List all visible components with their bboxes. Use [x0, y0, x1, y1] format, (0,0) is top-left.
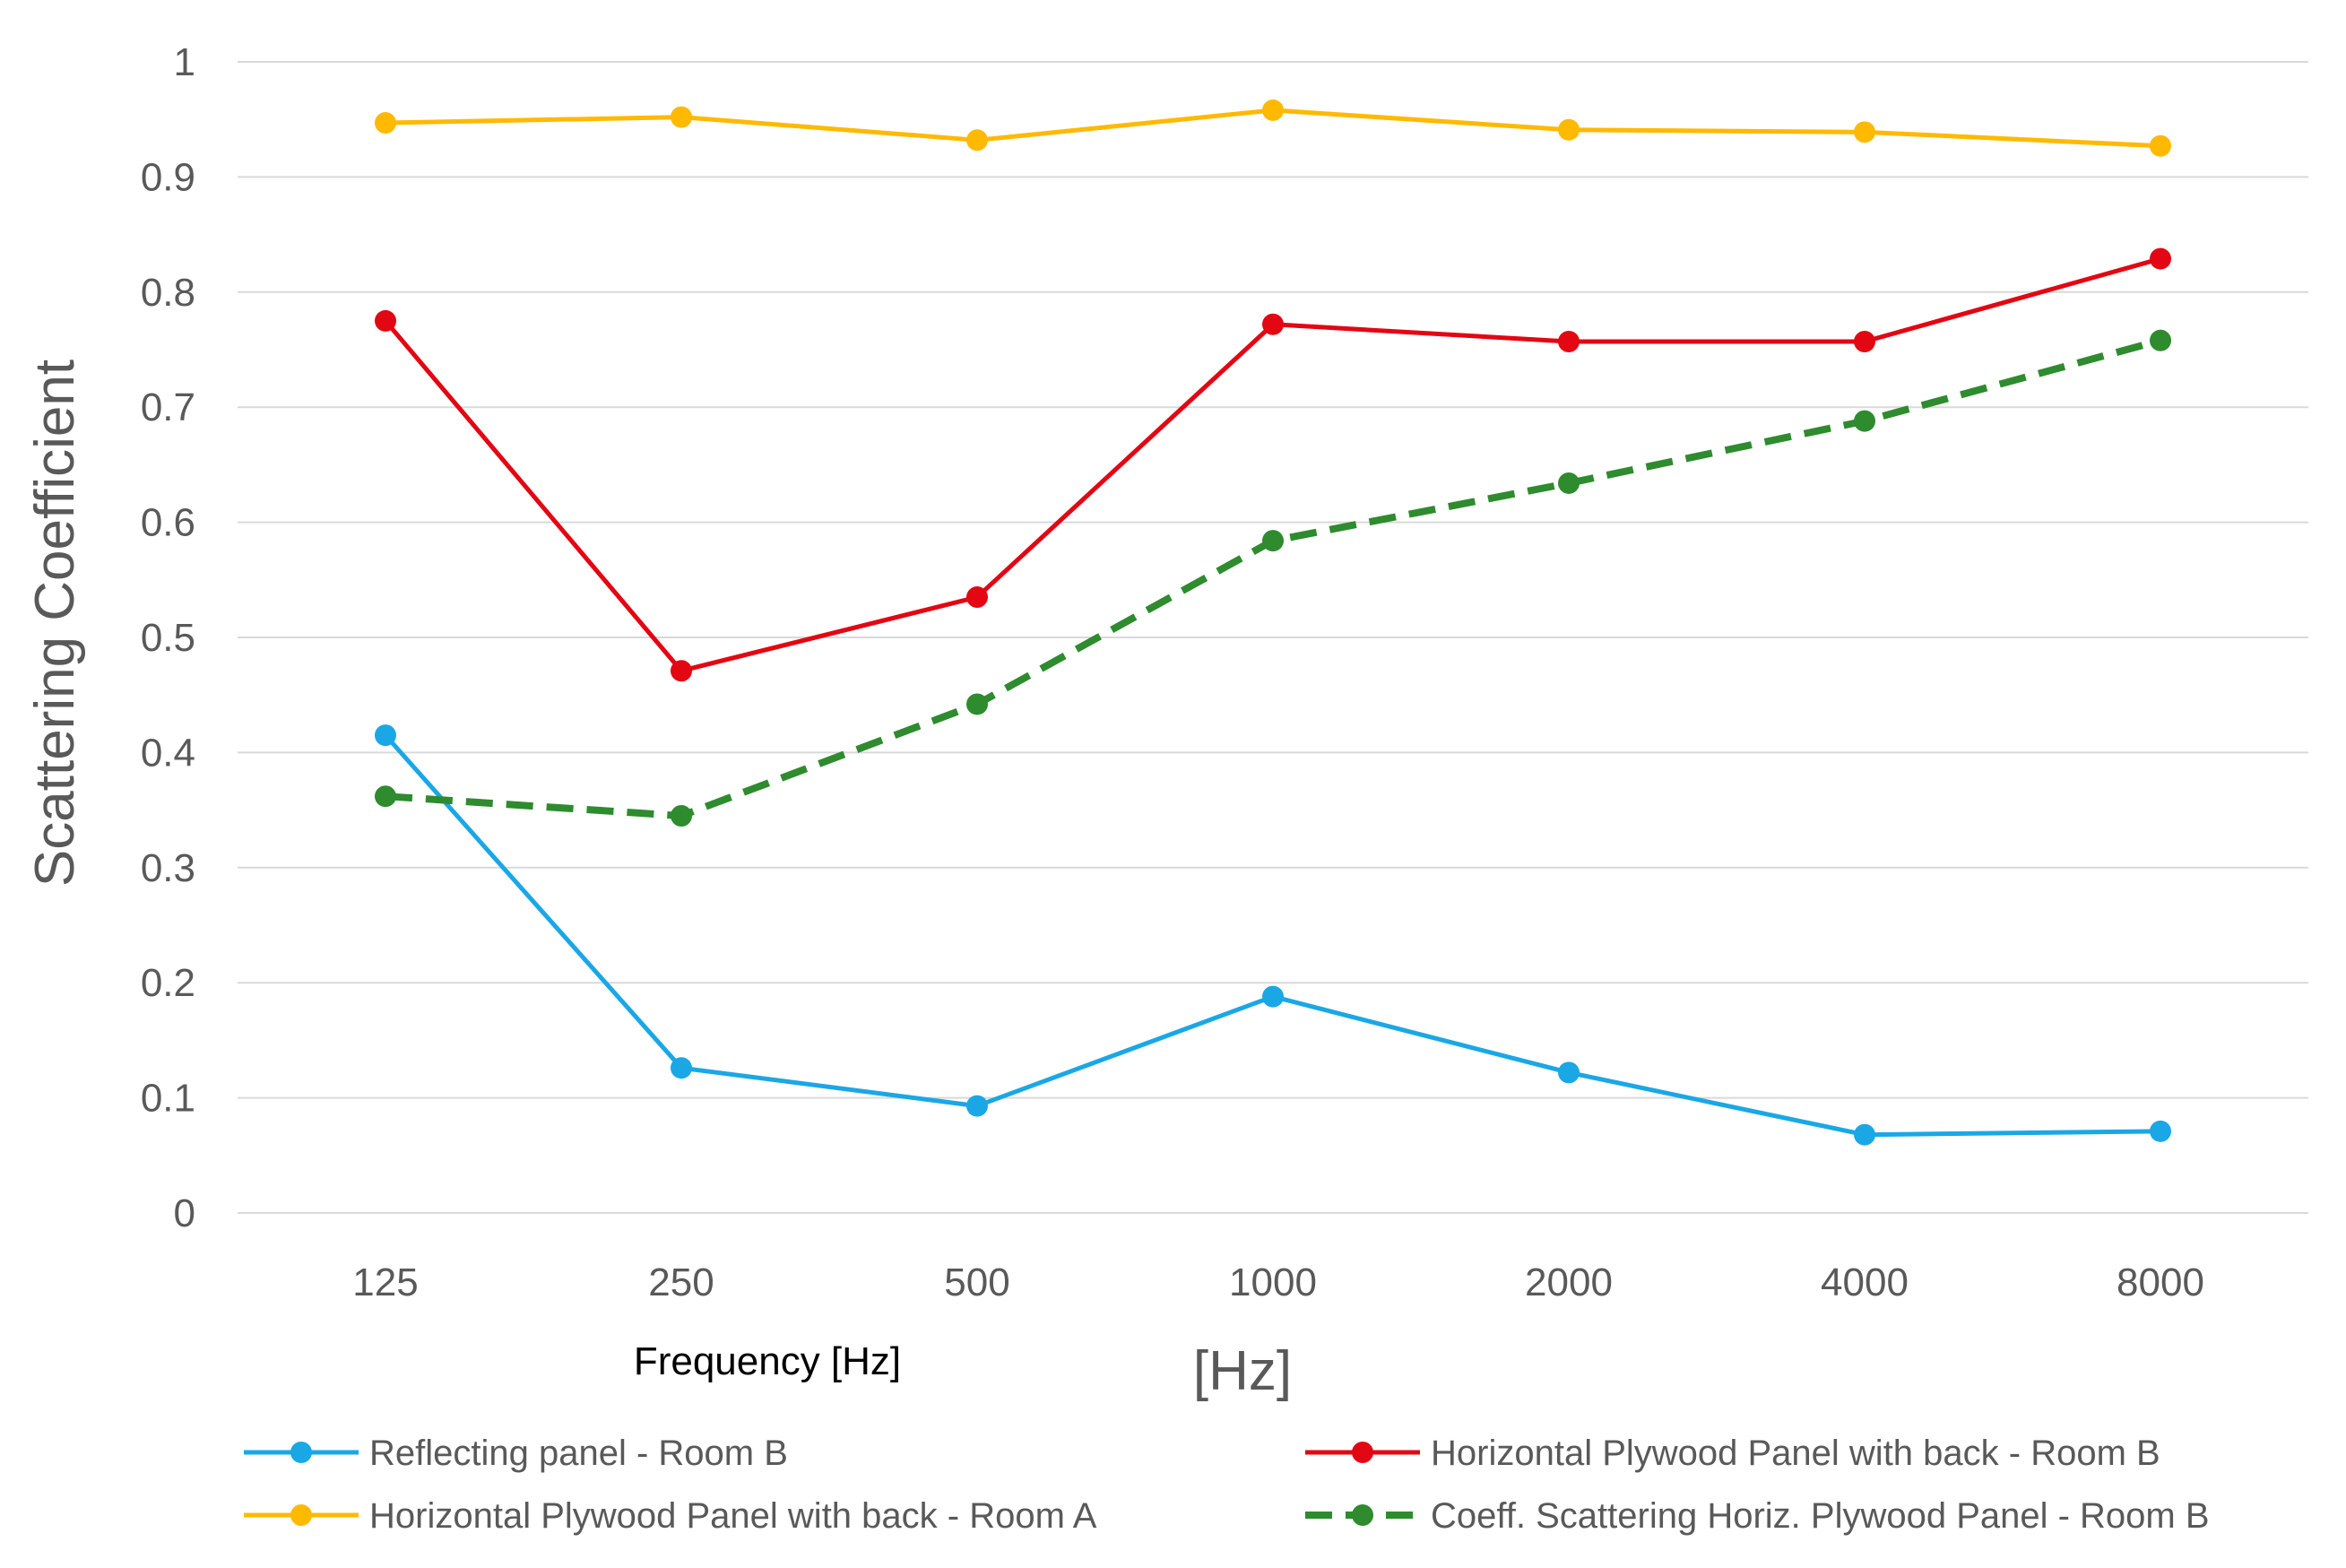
data-point — [671, 805, 692, 827]
data-point — [1558, 331, 1580, 353]
data-point — [1854, 1123, 1875, 1146]
data-point — [375, 112, 396, 134]
y-tick-label: 0 — [174, 1191, 195, 1235]
data-point — [1854, 410, 1875, 432]
data-point — [966, 586, 988, 609]
data-point — [966, 693, 988, 715]
data-point — [375, 724, 396, 747]
data-point — [1262, 313, 1284, 335]
data-point — [2150, 1120, 2171, 1142]
legend-label: Horizontal Plywood Panel with back - Roo… — [1431, 1434, 2160, 1473]
legend-swatch-marker — [290, 1442, 312, 1463]
y-tick-label: 0.1 — [141, 1077, 195, 1121]
y-tick-label: 1 — [174, 40, 195, 84]
legend-swatch-marker — [290, 1504, 312, 1526]
data-point — [1854, 331, 1875, 353]
x-tick-label: 500 — [944, 1260, 1009, 1304]
x-tick-label: 250 — [648, 1260, 714, 1304]
y-axis-tick-labels: 0 0.1 0.2 0.3 0.4 0.5 0.6 0.7 0.8 0.9 1 — [141, 40, 195, 1235]
y-tick-label: 0.7 — [141, 386, 195, 429]
legend-item: Coeff. Scattering Horiz. Plywood Panel -… — [1305, 1496, 2210, 1536]
data-point — [1558, 472, 1580, 494]
legend-label: Reflecting panel - Room B — [369, 1434, 788, 1473]
x-tick-label: 125 — [352, 1260, 418, 1304]
y-tick-label: 0.3 — [141, 846, 195, 890]
data-point — [966, 129, 988, 152]
y-tick-label: 0.4 — [141, 731, 195, 775]
legend-label: Horizontal Plywood Panel with back - Roo… — [369, 1496, 1097, 1536]
y-tick-label: 0.6 — [141, 501, 195, 545]
data-point — [1262, 530, 1284, 552]
legend-item: Reflecting panel - Room B — [244, 1434, 788, 1473]
data-point — [1262, 99, 1284, 121]
data-point — [966, 1095, 988, 1117]
legend-swatch-marker — [1352, 1442, 1373, 1463]
x-tick-label: 8000 — [2117, 1260, 2204, 1304]
data-point — [375, 309, 396, 332]
series-line — [384, 733, 2161, 1138]
data-point — [375, 785, 396, 808]
y-tick-label: 0.9 — [141, 155, 195, 199]
legend-item: Horizontal Plywood Panel with back - Roo… — [244, 1496, 1097, 1536]
data-point — [671, 660, 692, 682]
data-point — [2150, 329, 2171, 351]
data-point — [1854, 121, 1875, 143]
grid-lines — [238, 61, 2308, 1214]
series-0 — [375, 724, 2171, 1146]
data-point — [2150, 134, 2171, 157]
y-tick-label: 0.8 — [141, 271, 195, 315]
series-lines — [375, 99, 2171, 1146]
legend-swatch-marker — [1352, 1504, 1373, 1526]
series-line — [385, 336, 2162, 820]
y-tick-label: 0.5 — [141, 616, 195, 660]
y-axis-title: Scattering Coefficient — [24, 360, 86, 887]
x-tick-label: 4000 — [1821, 1260, 1909, 1304]
x-tick-label: 2000 — [1525, 1260, 1613, 1304]
y-tick-label: 0.2 — [141, 961, 195, 1005]
series-2 — [375, 99, 2171, 157]
data-point — [2150, 247, 2171, 270]
data-point — [1262, 985, 1284, 1008]
legend-label: Coeff. Scattering Horiz. Plywood Panel -… — [1431, 1496, 2210, 1536]
data-point — [1558, 1061, 1580, 1084]
legend-item: Horizontal Plywood Panel with back - Roo… — [1305, 1434, 2160, 1473]
x-tick-label: 1000 — [1229, 1260, 1317, 1304]
series-1 — [375, 247, 2171, 682]
x-axis-tick-labels: 125 250 500 1000 2000 4000 8000 — [352, 1260, 2204, 1304]
data-point — [671, 1057, 692, 1079]
x-axis-unit-label: [Hz] — [1193, 1340, 1292, 1402]
legend: Reflecting panel - Room B Horizontal Plyw… — [244, 1434, 2210, 1536]
x-axis-title: Frequency [Hz] — [634, 1339, 901, 1383]
data-point — [1558, 118, 1580, 141]
series-3 — [375, 329, 2171, 827]
data-point — [671, 106, 692, 128]
